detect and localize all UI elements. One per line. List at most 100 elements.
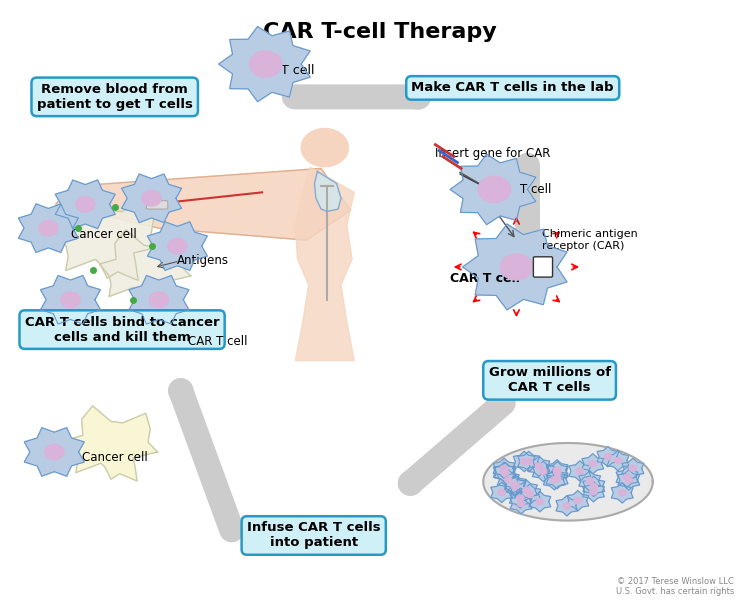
Polygon shape bbox=[629, 466, 637, 472]
Polygon shape bbox=[99, 230, 190, 305]
Text: Chimeric antigen
receptor (CAR): Chimeric antigen receptor (CAR) bbox=[542, 229, 638, 251]
Polygon shape bbox=[509, 488, 531, 508]
Polygon shape bbox=[554, 467, 561, 473]
Polygon shape bbox=[520, 458, 528, 464]
Polygon shape bbox=[505, 476, 526, 497]
Polygon shape bbox=[497, 470, 519, 490]
Polygon shape bbox=[505, 475, 526, 495]
Polygon shape bbox=[122, 174, 182, 223]
Polygon shape bbox=[607, 451, 628, 471]
Polygon shape bbox=[576, 468, 584, 474]
Text: CAR T-cell Therapy: CAR T-cell Therapy bbox=[263, 22, 497, 42]
Polygon shape bbox=[523, 487, 530, 493]
Polygon shape bbox=[494, 458, 515, 478]
Polygon shape bbox=[450, 154, 536, 224]
Polygon shape bbox=[569, 461, 591, 481]
Polygon shape bbox=[39, 220, 58, 236]
Polygon shape bbox=[590, 489, 597, 494]
Polygon shape bbox=[625, 477, 632, 483]
Polygon shape bbox=[519, 484, 541, 505]
Polygon shape bbox=[532, 461, 554, 482]
FancyBboxPatch shape bbox=[146, 201, 168, 209]
Polygon shape bbox=[550, 477, 558, 482]
Polygon shape bbox=[296, 167, 354, 361]
Text: T cell: T cell bbox=[520, 183, 551, 196]
Polygon shape bbox=[54, 191, 163, 280]
Polygon shape bbox=[250, 51, 282, 77]
Polygon shape bbox=[614, 458, 622, 464]
Polygon shape bbox=[547, 461, 568, 482]
Text: Remove blood from
patient to get T cells: Remove blood from patient to get T cells bbox=[37, 83, 193, 111]
Polygon shape bbox=[586, 478, 593, 484]
Polygon shape bbox=[478, 176, 511, 202]
FancyBboxPatch shape bbox=[533, 257, 553, 277]
Polygon shape bbox=[66, 406, 158, 481]
Polygon shape bbox=[129, 275, 189, 324]
Polygon shape bbox=[498, 490, 506, 496]
Polygon shape bbox=[149, 292, 169, 308]
Polygon shape bbox=[619, 490, 626, 496]
Polygon shape bbox=[529, 491, 550, 512]
Polygon shape bbox=[40, 275, 101, 324]
Polygon shape bbox=[511, 483, 518, 489]
Polygon shape bbox=[500, 466, 508, 472]
Polygon shape bbox=[554, 469, 561, 475]
Polygon shape bbox=[219, 26, 310, 101]
Text: © 2017 Terese Winslow LLC
U.S. Govt. has certain rights: © 2017 Terese Winslow LLC U.S. Govt. has… bbox=[616, 577, 734, 596]
Text: Cancer cell: Cancer cell bbox=[70, 227, 136, 241]
Polygon shape bbox=[590, 484, 598, 490]
Polygon shape bbox=[579, 471, 601, 491]
Polygon shape bbox=[148, 222, 207, 271]
Polygon shape bbox=[512, 482, 519, 488]
Polygon shape bbox=[567, 491, 589, 511]
Polygon shape bbox=[517, 495, 524, 501]
Polygon shape bbox=[513, 451, 535, 472]
Polygon shape bbox=[611, 483, 633, 503]
Polygon shape bbox=[539, 469, 547, 475]
Polygon shape bbox=[583, 476, 604, 497]
Polygon shape bbox=[483, 443, 652, 521]
Polygon shape bbox=[525, 458, 532, 464]
Polygon shape bbox=[554, 476, 561, 482]
Polygon shape bbox=[544, 470, 566, 490]
Polygon shape bbox=[563, 503, 571, 509]
Polygon shape bbox=[518, 500, 525, 506]
Polygon shape bbox=[616, 467, 638, 487]
Polygon shape bbox=[504, 476, 526, 496]
Text: Make CAR T cells in the lab: Make CAR T cells in the lab bbox=[412, 82, 614, 94]
Text: Insert gene for CAR: Insert gene for CAR bbox=[435, 147, 550, 160]
Polygon shape bbox=[546, 460, 568, 480]
Polygon shape bbox=[574, 498, 581, 504]
Polygon shape bbox=[24, 428, 84, 476]
Polygon shape bbox=[604, 454, 611, 460]
Polygon shape bbox=[168, 238, 187, 254]
Polygon shape bbox=[546, 469, 568, 489]
Polygon shape bbox=[582, 454, 604, 474]
Polygon shape bbox=[536, 463, 542, 469]
Polygon shape bbox=[505, 477, 512, 483]
Polygon shape bbox=[19, 204, 78, 253]
Polygon shape bbox=[622, 458, 644, 479]
Polygon shape bbox=[500, 254, 532, 280]
Polygon shape bbox=[490, 482, 512, 503]
Polygon shape bbox=[45, 444, 64, 460]
Polygon shape bbox=[314, 172, 341, 211]
Text: CAR T cell: CAR T cell bbox=[450, 272, 520, 286]
Polygon shape bbox=[518, 451, 540, 472]
Polygon shape bbox=[463, 224, 567, 310]
Polygon shape bbox=[623, 474, 631, 480]
Polygon shape bbox=[61, 292, 80, 308]
Polygon shape bbox=[583, 482, 604, 502]
Polygon shape bbox=[589, 461, 596, 467]
Polygon shape bbox=[494, 463, 516, 483]
Polygon shape bbox=[536, 499, 544, 505]
Polygon shape bbox=[512, 484, 519, 490]
Text: CAR T cell: CAR T cell bbox=[188, 335, 248, 348]
Text: Antigens: Antigens bbox=[177, 254, 230, 268]
Text: T cell: T cell bbox=[280, 64, 314, 77]
Text: CAR T cells bind to cancer
cells and kill them: CAR T cells bind to cancer cells and kil… bbox=[25, 316, 220, 344]
Polygon shape bbox=[502, 470, 509, 476]
Polygon shape bbox=[556, 496, 578, 516]
Polygon shape bbox=[302, 128, 348, 167]
Text: Grow millions of
CAR T cells: Grow millions of CAR T cells bbox=[488, 367, 610, 394]
